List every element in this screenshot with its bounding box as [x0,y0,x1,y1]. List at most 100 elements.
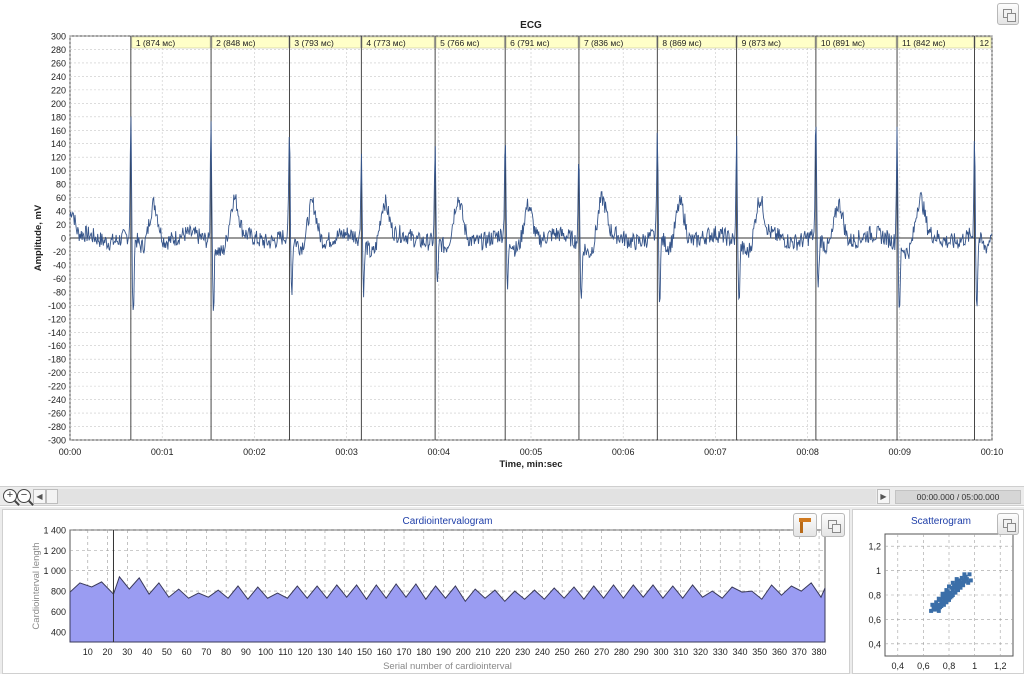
bottom-panels: 1 400 1 200 1 000 800 600 400 10 20 30 40 50 60 70 80… [0,507,1024,674]
flag-icon [799,518,811,533]
scroll-left-button[interactable]: ◀ [33,489,46,504]
x-tick-label: 00:06 [612,447,635,457]
y-axis-label: Amplitude, mV [33,204,44,271]
y-tick-label: -20 [53,247,66,257]
y-tick-label: 600 [51,607,66,617]
scatterogram-panel: 1,2 1 0,8 0,6 0,4 0,4 0,6 0,8 1 1,2 Scatterogram [852,509,1024,674]
beat-label-box [816,36,897,49]
copy-ecg-button[interactable] [997,3,1019,25]
x-tick-label: 0,4 [892,661,905,671]
x-tick-label: 60 [182,647,192,657]
x-tick-label: 40 [142,647,152,657]
y-tick-label: -60 [53,274,66,284]
scatter-point [947,597,951,602]
x-tick-label: 90 [241,647,251,657]
x-tick-label: 70 [201,647,211,657]
scatter-point [959,575,964,580]
scatter-point [950,580,955,585]
beat-label-box [737,36,816,49]
y-tick-label: -160 [48,341,66,351]
scatter-point [947,593,951,597]
y-tick-label: -40 [53,260,66,270]
zoom-in-icon[interactable]: + [3,489,17,503]
scatter-point [935,606,940,611]
scatter-point [962,572,967,577]
scatter-point [940,595,945,600]
interval-area [69,575,826,643]
beat-label: 12 [979,38,989,48]
x-tick-label: 00:08 [796,447,819,457]
beat-label-box [362,36,435,49]
scatterogram-chart: 1,2 1 0,8 0,6 0,4 0,4 0,6 0,8 1 1,2 Scatterogram [868,516,1014,671]
copy-icon-back [832,524,841,533]
y-tick-label: -260 [48,409,66,419]
beat-label-box [435,36,505,49]
beat-label: 5 (766 мс) [440,38,480,48]
y-tick-label: 1 200 [43,546,66,556]
y-tick-label: 180 [51,112,66,122]
scatter-point [954,580,959,585]
x-tick-label: 210 [476,647,491,657]
scroll-right-button[interactable]: ▶ [877,489,890,504]
copy-cardiointervalogram-button[interactable] [821,513,845,537]
scatter-point [968,578,973,583]
copy-scatterogram-button[interactable] [997,513,1019,535]
x-tick-label: 00:10 [981,447,1004,457]
copy-icon-back [1007,13,1016,22]
cardiointervalogram-chart: 1 400 1 200 1 000 800 600 400 10 20 30 40 50 60 70 80… [31,516,827,672]
x-axis-label: Time, min:sec [499,459,562,470]
scatter-point [934,600,939,605]
time-scrollbar[interactable]: + − ◀ ▶ 00:00.000 / 05:00.000 [0,486,1024,506]
scatter-point [944,594,949,599]
beat-label: 9 (873 мс) [742,38,782,48]
x-tick-label: 330 [713,647,728,657]
x-tick-label: 250 [555,647,570,657]
beat-label: 8 (869 мс) [662,38,702,48]
y-axis-label: Cardiointerval length [31,542,42,629]
beat-label-box [211,36,289,49]
scatter-point [934,604,939,608]
x-tick-label: 50 [162,647,172,657]
scatter-point [957,578,962,583]
beat-label-box [505,36,579,49]
scatter-point [956,588,960,593]
x-tick-label: 240 [535,647,550,657]
x-tick-label: 100 [258,647,273,657]
x-tick-label: 30 [122,647,132,657]
y-tick-label: 240 [51,72,66,82]
tool-button[interactable] [793,513,817,537]
x-tick-label: 0,8 [943,661,956,671]
x-tick-label: 160 [377,647,392,657]
x-tick-label: 290 [634,647,649,657]
y-tick-label: 80 [56,180,66,190]
x-tick-label: 350 [752,647,767,657]
scatter-point [941,602,946,607]
scatter-point [930,602,935,607]
cardiointervalogram-panel: 1 400 1 200 1 000 800 600 400 10 20 30 40 50 60 70 80… [2,509,850,674]
beat-label-box [897,36,974,49]
zoom-out-icon[interactable]: − [17,489,31,503]
scatter-point [948,595,953,600]
scroll-thumb[interactable] [46,489,58,504]
y-tick-label: -180 [48,355,66,365]
x-tick-label: 370 [792,647,807,657]
scatter-point [958,585,963,590]
x-tick-label: 340 [732,647,747,657]
scroll-track[interactable] [58,489,876,504]
x-tick-label: 120 [298,647,313,657]
x-tick-label: 00:05 [520,447,543,457]
y-tick-label: 160 [51,126,66,136]
y-tick-label: -80 [53,287,66,297]
beat-label-box [290,36,361,49]
scatter-point [950,588,955,593]
x-tick-label: 360 [772,647,787,657]
beat-label-box [579,36,657,49]
x-tick-label: 180 [416,647,431,657]
scatter-point [936,596,941,601]
scatter-point [944,600,949,605]
x-tick-label: 00:09 [889,447,912,457]
y-tick-label: 0,8 [868,591,881,601]
y-tick-label: 280 [51,45,66,55]
x-tick-label: 190 [436,647,451,657]
